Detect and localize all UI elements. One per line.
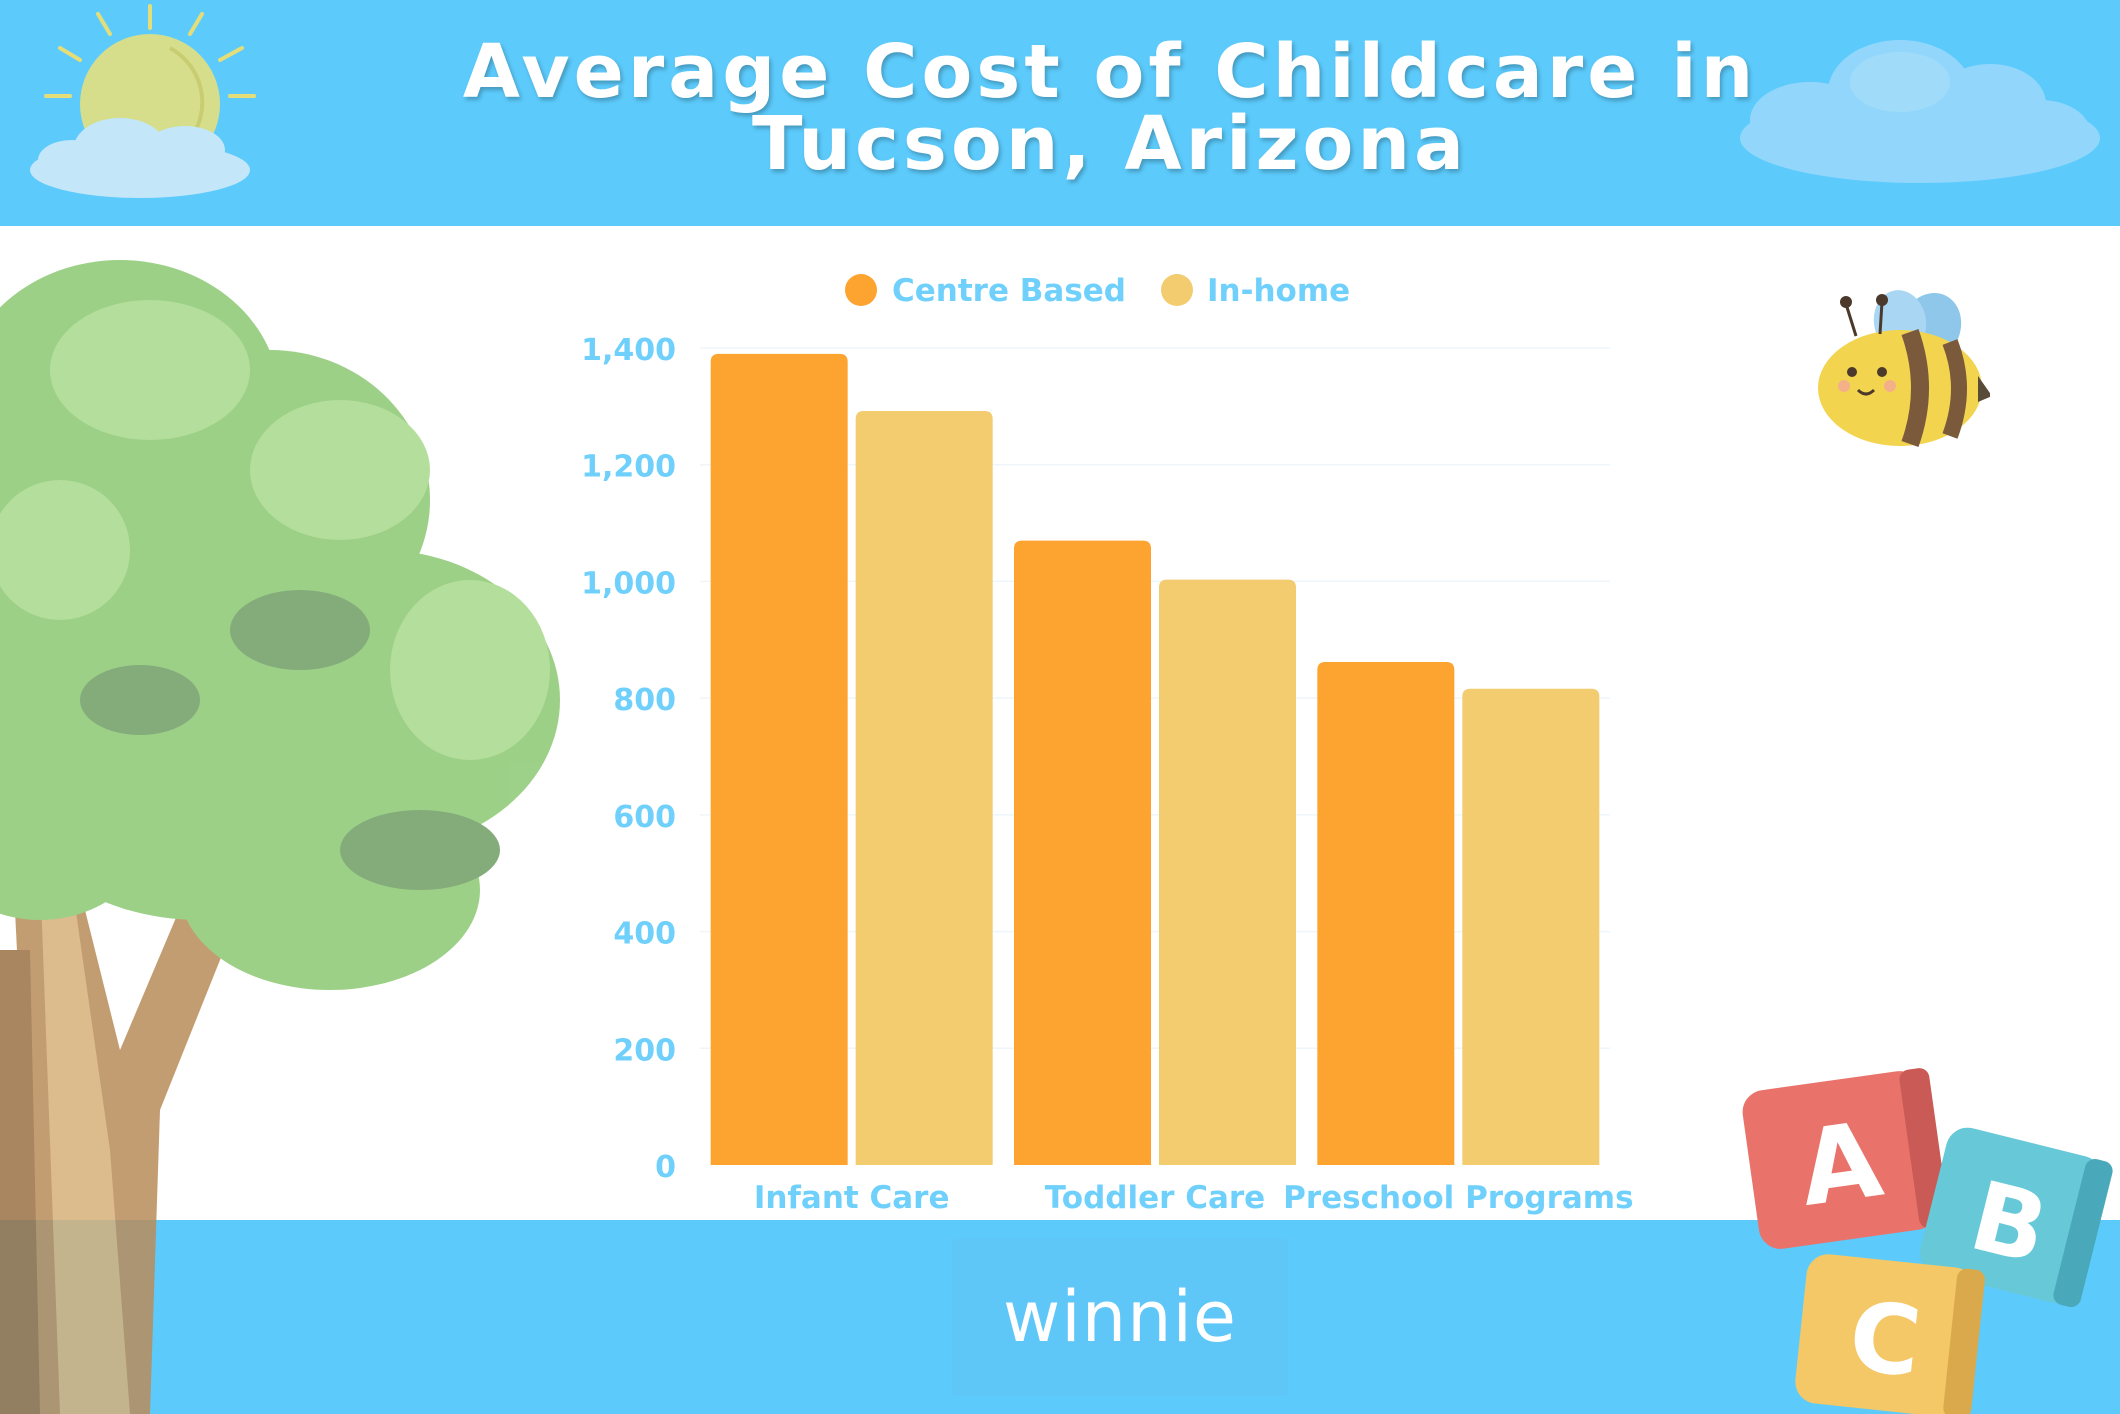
legend-label: Centre Based (892, 273, 1126, 309)
x-category-label: Infant Care (754, 1180, 950, 1216)
x-category-label: Preschool Programs (1283, 1180, 1633, 1216)
cloud-icon (1740, 40, 2100, 183)
bee-icon (1818, 290, 1990, 448)
page-title: Average Cost of Childcare in Tucson, Ari… (380, 35, 1840, 181)
y-tick-label: 200 (613, 1033, 676, 1068)
legend-swatch (1161, 274, 1193, 306)
brand-logo-box: winnie (952, 1238, 1288, 1396)
bar-in-home-1 (1159, 579, 1296, 1165)
y-tick-label: 800 (613, 683, 676, 718)
cloud-icon (30, 118, 250, 198)
x-category-label: Toddler Care (1045, 1180, 1265, 1216)
title-line-1: Average Cost of Childcare in (462, 29, 1758, 115)
title-line-2: Tucson, Arizona (752, 101, 1468, 187)
y-tick-label: 1,200 (581, 450, 676, 485)
y-tick-label: 0 (655, 1150, 676, 1185)
bar-centre-based-1 (1014, 540, 1151, 1165)
bar-centre-based-0 (710, 353, 848, 1166)
abc-blocks-icon: A B C (1742, 1068, 2113, 1414)
bar-in-home-0 (855, 411, 993, 1165)
y-tick-label: 1,400 (581, 333, 676, 368)
tree-icon (0, 260, 560, 1414)
y-tick-label: 600 (613, 800, 676, 835)
legend-swatch (845, 274, 877, 306)
svg-text:A: A (1792, 1098, 1889, 1230)
svg-text:C: C (1844, 1280, 1926, 1399)
legend-label: In-home (1207, 273, 1350, 309)
y-tick-label: 400 (613, 917, 676, 952)
bar-in-home-2 (1462, 688, 1600, 1165)
bar-centre-based-2 (1317, 661, 1455, 1165)
brand-logo: winnie (1003, 1276, 1237, 1358)
sun-icon (30, 4, 256, 198)
y-tick-label: 1,000 (581, 566, 676, 601)
header-banner: Average Cost of Childcare in Tucson, Ari… (0, 0, 2120, 226)
